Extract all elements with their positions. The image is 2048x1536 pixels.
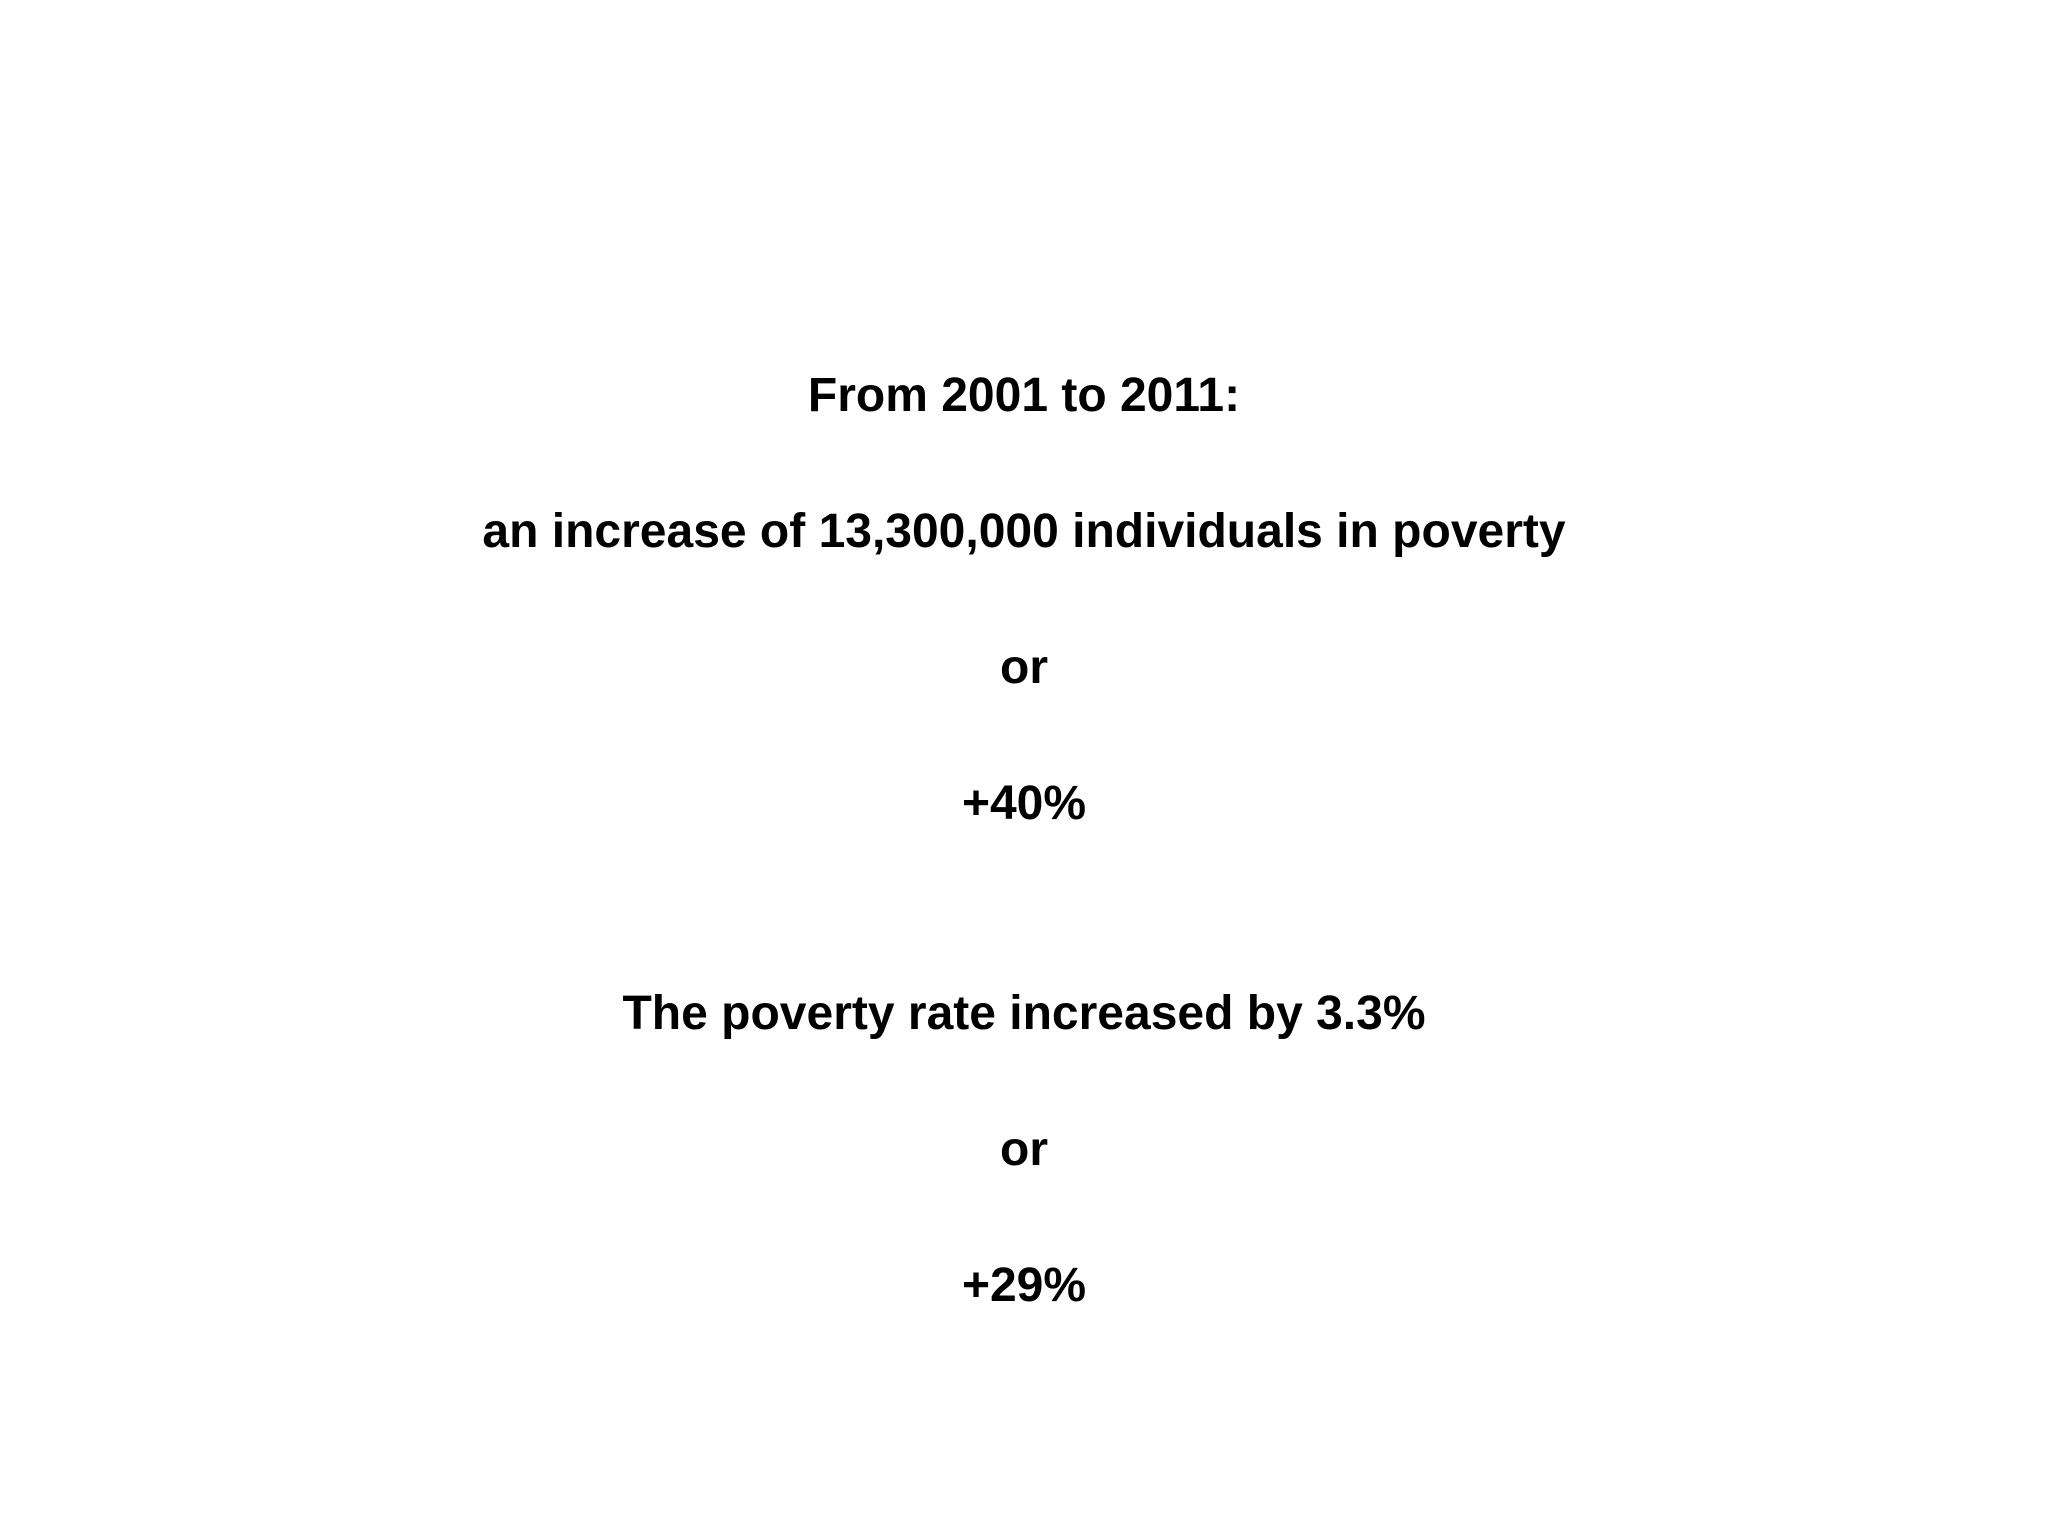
period-heading: From 2001 to 2011: [807,369,1241,422]
or-connector-2: or [1000,1123,1048,1176]
poverty-rate-statement: The poverty rate increased by 3.3% [622,987,1426,1040]
poverty-rate-percent-increase: +29% [961,1259,1087,1312]
or-connector-1: or [1000,641,1048,694]
individuals-percent-increase: +40% [961,777,1087,830]
individuals-increase-statement: an increase of 13,300,000 individuals in… [482,505,1566,558]
